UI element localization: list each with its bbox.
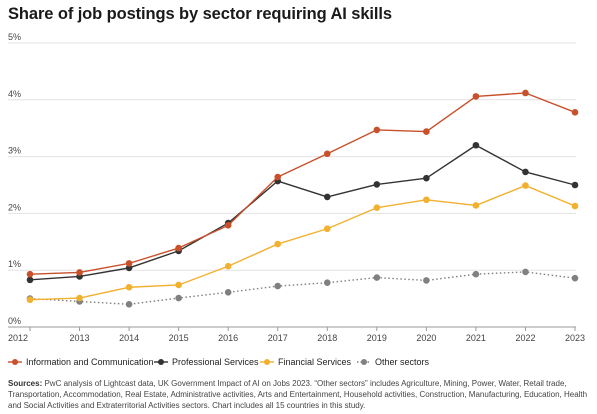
data-point [274,173,282,181]
data-point [274,240,282,248]
legend-item: Professional Services [154,357,259,367]
sources-label: Sources: [8,379,43,388]
data-point [571,108,579,116]
data-point [224,289,232,296]
x-tick-label: 2017 [268,333,288,343]
series-line [29,92,576,275]
legend-label: Financial Services [278,357,352,367]
x-tick-label: 2013 [70,333,90,343]
y-tick-label: 1% [8,259,21,269]
x-tick-label: 2014 [119,333,139,343]
x-tick-label: 2012 [8,333,28,343]
legend: Information and Communication Professiona… [8,357,430,367]
legend-swatch-dot [264,359,270,365]
legend-label: Other sectors [375,357,430,367]
data-point [423,196,430,204]
data-point [472,270,480,278]
data-point [522,182,529,189]
data-point [373,126,381,134]
data-point [373,274,381,281]
legend-label: Professional Services [172,357,259,367]
data-point [323,279,331,286]
legend-item: Information and Communication [8,357,154,367]
data-point [26,270,34,278]
data-point [373,204,381,212]
data-point [175,294,182,302]
data-point [26,296,34,304]
data-point [175,244,182,252]
data-point [175,281,182,289]
data-point [274,282,282,290]
series-line [29,184,576,301]
data-point [571,274,579,282]
y-tick-label: 5% [8,32,21,42]
x-axis [8,326,576,331]
legend-swatch-dot [12,359,18,365]
data-point [26,276,34,284]
data-point [472,141,480,149]
legend-item: Financial Services [260,357,352,367]
x-tick-label: 2015 [169,333,189,343]
x-tick-label: 2020 [416,333,436,343]
x-axis-labels: 2012 2013 2014 2015 2016 2017 2018 2019 2020 2021… [8,333,585,343]
x-tick-label: 2023 [565,333,585,343]
data-point [522,89,529,97]
legend-swatch-dot [361,359,367,365]
y-axis-labels: 0% 1% 2% 3% 4% 5% [8,32,21,326]
y-tick-label: 0% [8,316,21,326]
data-point [224,262,232,270]
y-tick-label: 4% [8,89,21,99]
data-point [125,300,133,308]
series-lines [26,89,579,308]
x-tick-label: 2019 [367,333,387,343]
sources-note: Sources: PwC analysis of Lightcast data,… [8,378,590,411]
data-point [423,174,430,182]
series-line [29,271,576,305]
y-tick-label: 2% [8,202,21,212]
data-point [125,264,133,272]
data-point [571,181,579,189]
data-point [76,294,83,302]
legend-swatch-dot [158,359,164,365]
legend-label: Information and Communication [26,357,154,367]
data-point [423,128,430,135]
x-tick-label: 2018 [317,333,337,343]
data-point [571,202,579,210]
data-point [224,222,232,229]
gridlines [8,42,576,271]
data-point [373,181,381,188]
x-tick-label: 2022 [515,333,535,343]
x-tick-label: 2021 [466,333,486,343]
data-point [472,93,480,100]
data-point [423,277,430,284]
x-tick-label: 2016 [218,333,238,343]
data-point [472,202,480,209]
y-tick-label: 3% [8,146,21,156]
data-point [125,260,133,267]
sources-text: PwC analysis of Lightcast data, UK Gover… [8,379,588,410]
data-point [323,150,331,158]
data-point [76,269,83,276]
chart-title: Share of job postings by sector requirin… [8,5,392,23]
data-point [125,283,133,291]
series-line [29,144,576,281]
data-point [522,168,529,176]
data-point [522,268,529,276]
data-point [323,225,331,233]
data-point [323,193,331,201]
legend-item: Other sectors [357,357,430,367]
